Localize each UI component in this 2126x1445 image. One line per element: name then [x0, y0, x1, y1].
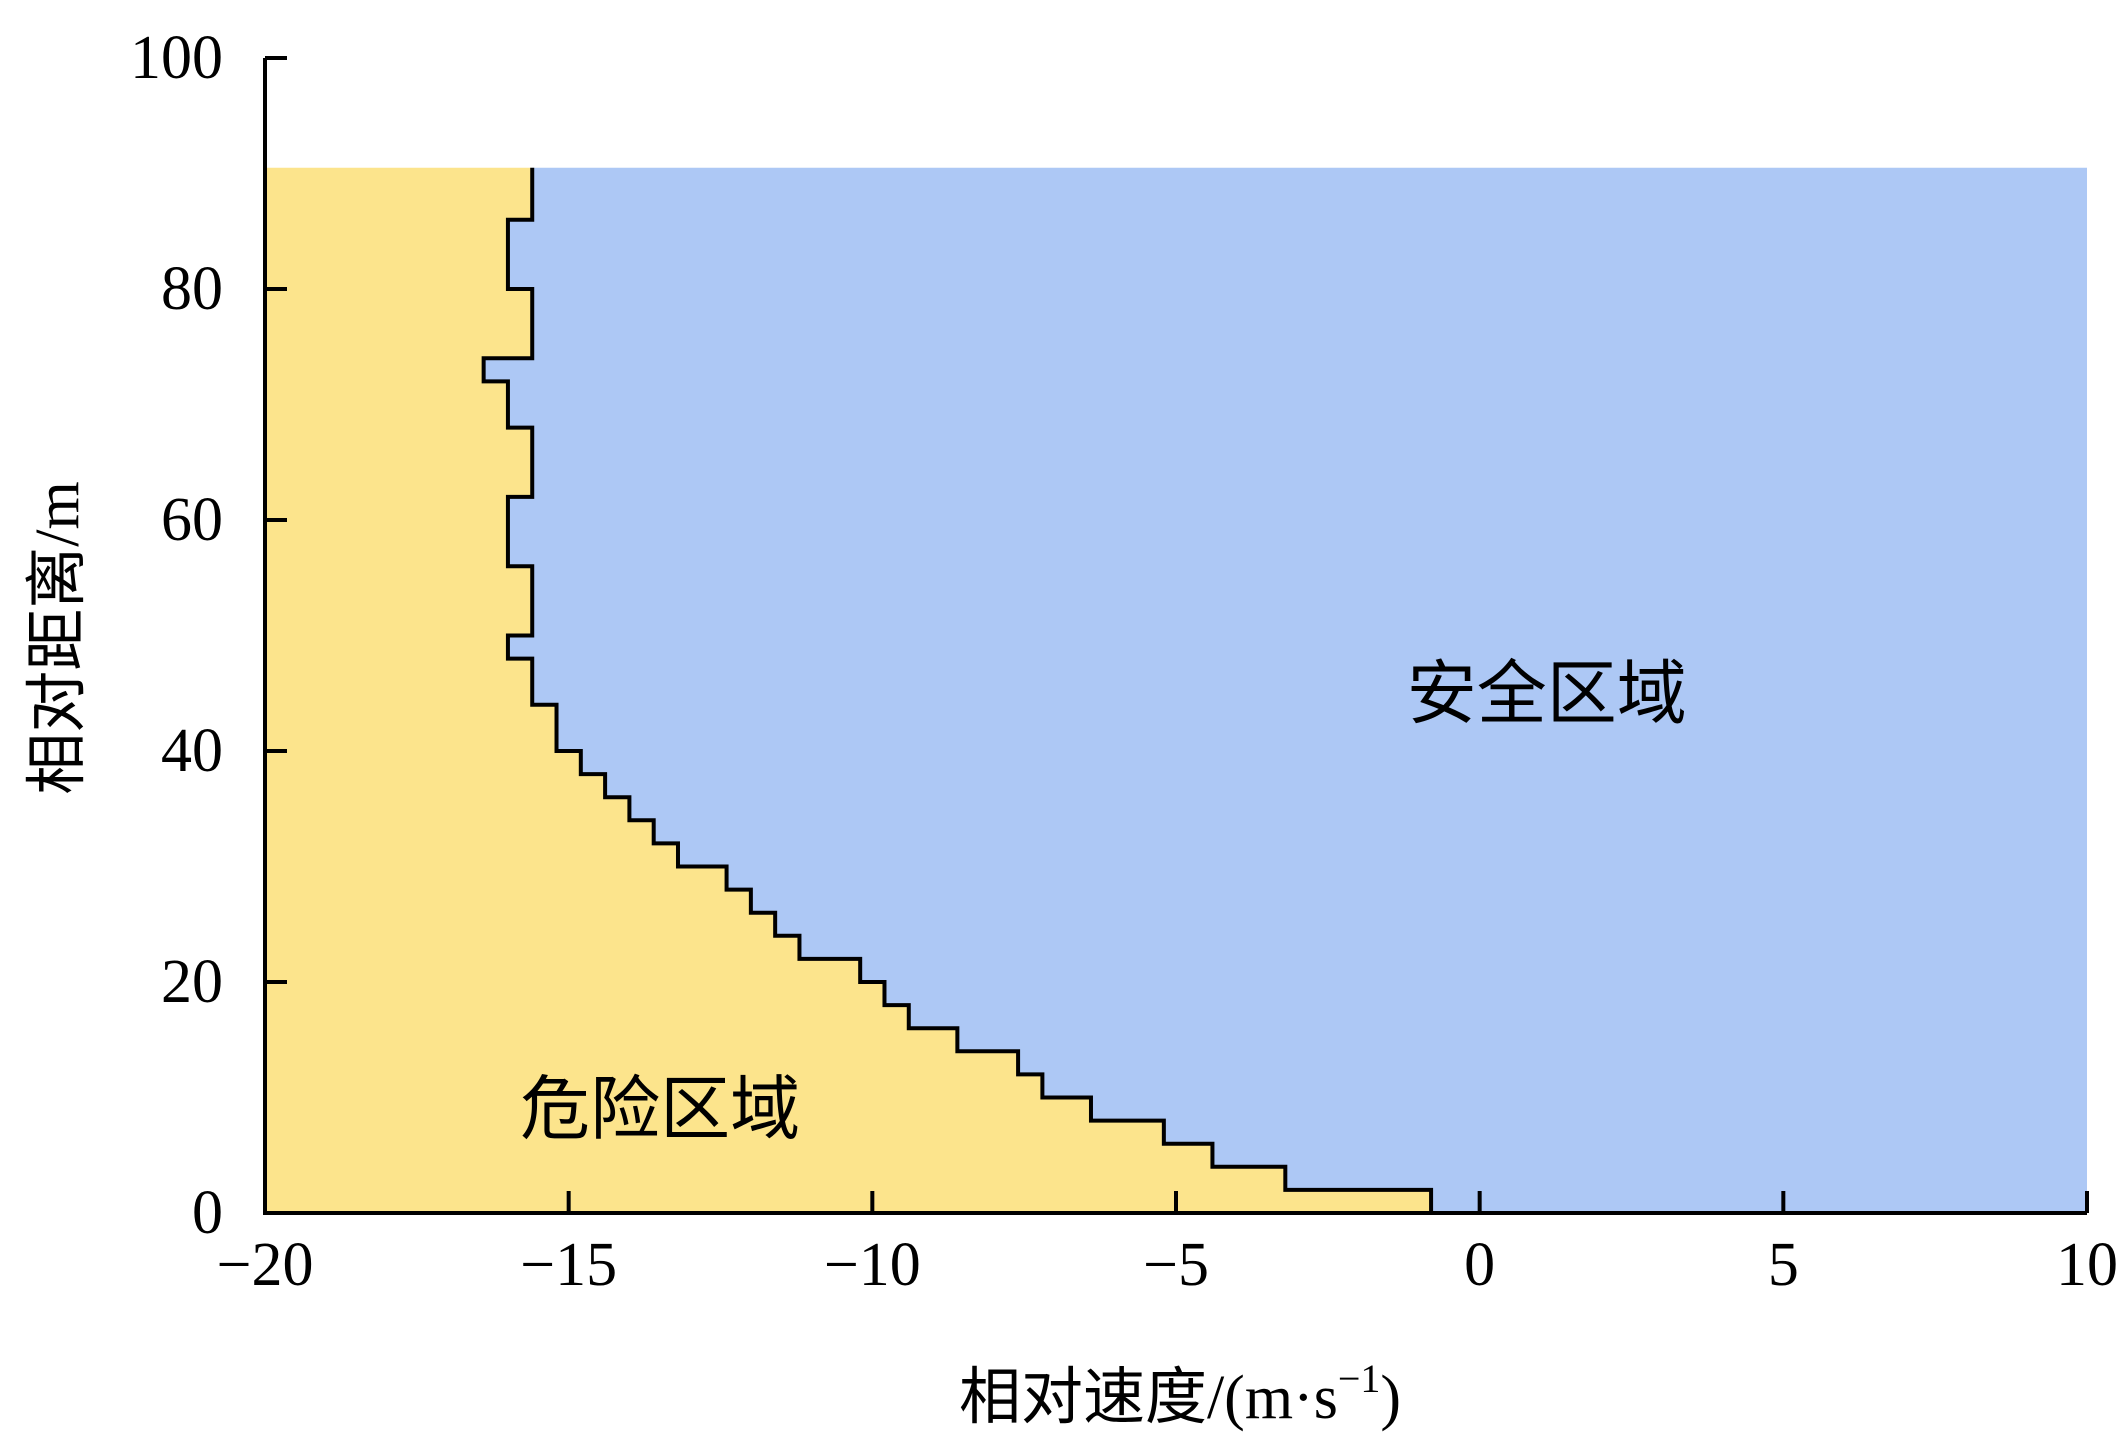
x-axis-title: 相对速度/(m·s−1) — [959, 1356, 1401, 1432]
y-tick-label: 20 — [161, 948, 223, 1016]
y-tick-label: 40 — [161, 717, 223, 785]
x-tick-label: 5 — [1768, 1231, 1799, 1299]
x-ticks: −20 −15 −10 −5 0 5 10 — [217, 1191, 2118, 1299]
x-axis-title-close: ) — [1380, 1364, 1401, 1432]
region-labels: 危险区域 安全区域 — [520, 656, 1687, 1149]
safe-region-label: 安全区域 — [1407, 656, 1687, 733]
x-tick-label: −15 — [520, 1231, 617, 1299]
danger-region-label: 危险区域 — [520, 1072, 800, 1149]
x-tick-label: −10 — [824, 1231, 921, 1299]
regions — [265, 167, 2087, 1214]
boundary-line — [481, 167, 1434, 1213]
x-tick-label: −20 — [217, 1231, 314, 1299]
danger-region — [265, 167, 1432, 1214]
x-tick-label: −5 — [1143, 1231, 1209, 1299]
safe-region — [483, 167, 2087, 1214]
y-tick-label: 80 — [161, 255, 223, 323]
y-axis-title: 相对距离/m — [24, 481, 92, 794]
x-axis-title-main: 相对速度/(m·s — [959, 1364, 1338, 1432]
y-ticks: 0 20 40 60 80 100 — [130, 24, 287, 1247]
x-tick-label: 10 — [2056, 1231, 2118, 1299]
y-tick-label: 0 — [192, 1179, 223, 1247]
x-tick-label: 0 — [1464, 1231, 1495, 1299]
x-axis-title-superscript: −1 — [1338, 1356, 1381, 1401]
y-tick-label: 100 — [130, 24, 223, 92]
y-tick-label: 60 — [161, 486, 223, 554]
